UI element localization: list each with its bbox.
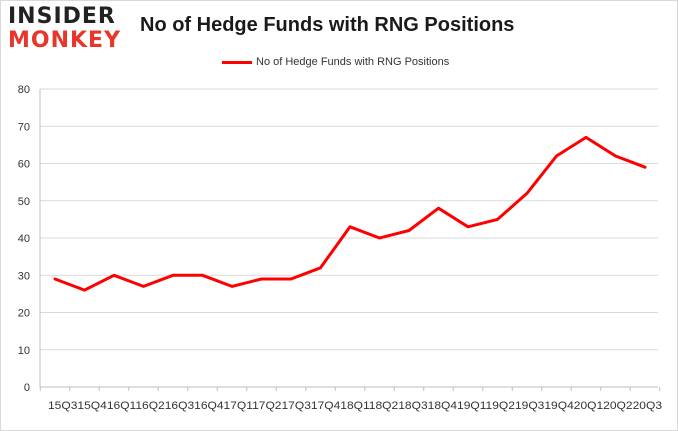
logo-text-bottom: MONKEY: [8, 28, 122, 53]
y-tick-label: 10: [18, 345, 30, 357]
data-point: [496, 218, 499, 221]
legend-label: No of Hedge Funds with RNG Positions: [256, 56, 450, 68]
y-tick-label: 50: [18, 196, 30, 208]
data-point: [112, 274, 116, 277]
y-tick-label: 80: [18, 84, 30, 96]
data-point: [378, 236, 381, 240]
chart-legend: No of Hedge Funds with RNG Positions: [222, 56, 449, 68]
data-point: [437, 207, 440, 210]
y-tick-label: 60: [18, 159, 30, 171]
data-point: [407, 229, 411, 232]
y-tick-label: 70: [18, 121, 30, 133]
data-point: [230, 285, 234, 288]
legend-line-swatch: [222, 60, 252, 64]
logo-text-top: INSIDER: [8, 4, 116, 29]
axes: [39, 89, 661, 391]
data-point: [171, 274, 175, 277]
insider-monkey-logo: INSIDER MONKEY: [8, 6, 128, 56]
data-point: [142, 285, 145, 288]
data-point: [201, 274, 204, 277]
data-point: [643, 166, 647, 169]
chart-title: No of Hedge Funds with RNG Positions: [140, 14, 515, 36]
data-point: [53, 277, 57, 281]
y-tick-label: 40: [18, 233, 30, 245]
x-axis-ticks: 15Q315Q416Q116Q216Q316Q417Q117Q217Q317Q4…: [48, 400, 662, 412]
series-layer: [53, 135, 647, 292]
x-tick-labels: 15Q315Q416Q116Q216Q316Q417Q117Q217Q317Q4…: [48, 400, 662, 412]
data-point: [289, 277, 293, 281]
data-point: [525, 192, 529, 195]
data-point: [83, 288, 86, 292]
data-point: [319, 266, 322, 269]
data-point: [584, 136, 588, 139]
data-point: [260, 277, 263, 281]
y-axis-ticks: 0 10 20 30 40 50 60 70 80: [18, 84, 30, 394]
y-tick-label: 30: [18, 270, 30, 282]
data-point: [555, 154, 558, 158]
series-line: [53, 135, 647, 292]
grid-lines: [40, 88, 658, 351]
data-point: [348, 225, 352, 229]
data-point: [614, 154, 617, 158]
y-tick-label: 20: [18, 308, 30, 320]
y-tick-label: 0: [24, 382, 30, 394]
data-point: [466, 225, 470, 229]
